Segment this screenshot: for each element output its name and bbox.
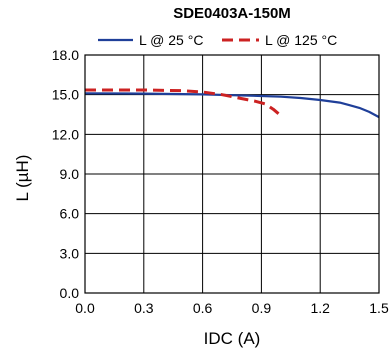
- legend-label-2: L @ 125 °C: [265, 32, 337, 48]
- series-line-1: [84, 92, 380, 119]
- y-tick-labels: 0.0 3.0 6.0 9.0 12.0 15.0 18.0: [52, 47, 79, 301]
- x-tick-label: 0.6: [193, 300, 213, 316]
- x-tick-label: 0.9: [252, 300, 272, 316]
- x-tick-label: 1.5: [369, 300, 389, 316]
- y-tick-label: 0.0: [60, 285, 80, 301]
- y-tick-label: 15.0: [52, 87, 79, 103]
- legend: L @ 25 °C L @ 125 °C: [98, 32, 337, 48]
- y-tick-label: 3.0: [60, 245, 80, 261]
- legend-label-1: L @ 25 °C: [139, 32, 203, 48]
- plot-frame: [84, 54, 380, 294]
- x-axis-label: IDC (A): [204, 329, 261, 348]
- y-tick-label: 6.0: [60, 206, 80, 222]
- chart-title: SDE0403A-150M: [173, 5, 291, 22]
- y-tick-label: 12.0: [52, 126, 79, 142]
- x-tick-labels: 0.0 0.3 0.6 0.9 1.2 1.5: [75, 300, 389, 316]
- x-tick-label: 0.0: [75, 300, 95, 316]
- series-layer: [84, 88, 380, 119]
- y-axis-label: L (µH): [13, 155, 32, 202]
- series-line-2: [85, 88, 282, 117]
- x-tick-label: 1.2: [310, 300, 330, 316]
- y-tick-label: 18.0: [52, 47, 79, 63]
- x-tick-label: 0.3: [134, 300, 154, 316]
- y-tick-label: 9.0: [60, 166, 80, 182]
